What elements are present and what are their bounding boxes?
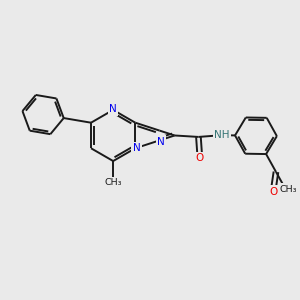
Text: CH₃: CH₃ [279, 184, 297, 194]
Text: N: N [109, 104, 117, 114]
Text: O: O [196, 153, 204, 163]
Text: N: N [157, 136, 165, 146]
Text: O: O [269, 187, 277, 196]
Text: NH: NH [214, 130, 230, 140]
Text: CH₃: CH₃ [104, 178, 122, 187]
Text: N: N [133, 143, 140, 153]
